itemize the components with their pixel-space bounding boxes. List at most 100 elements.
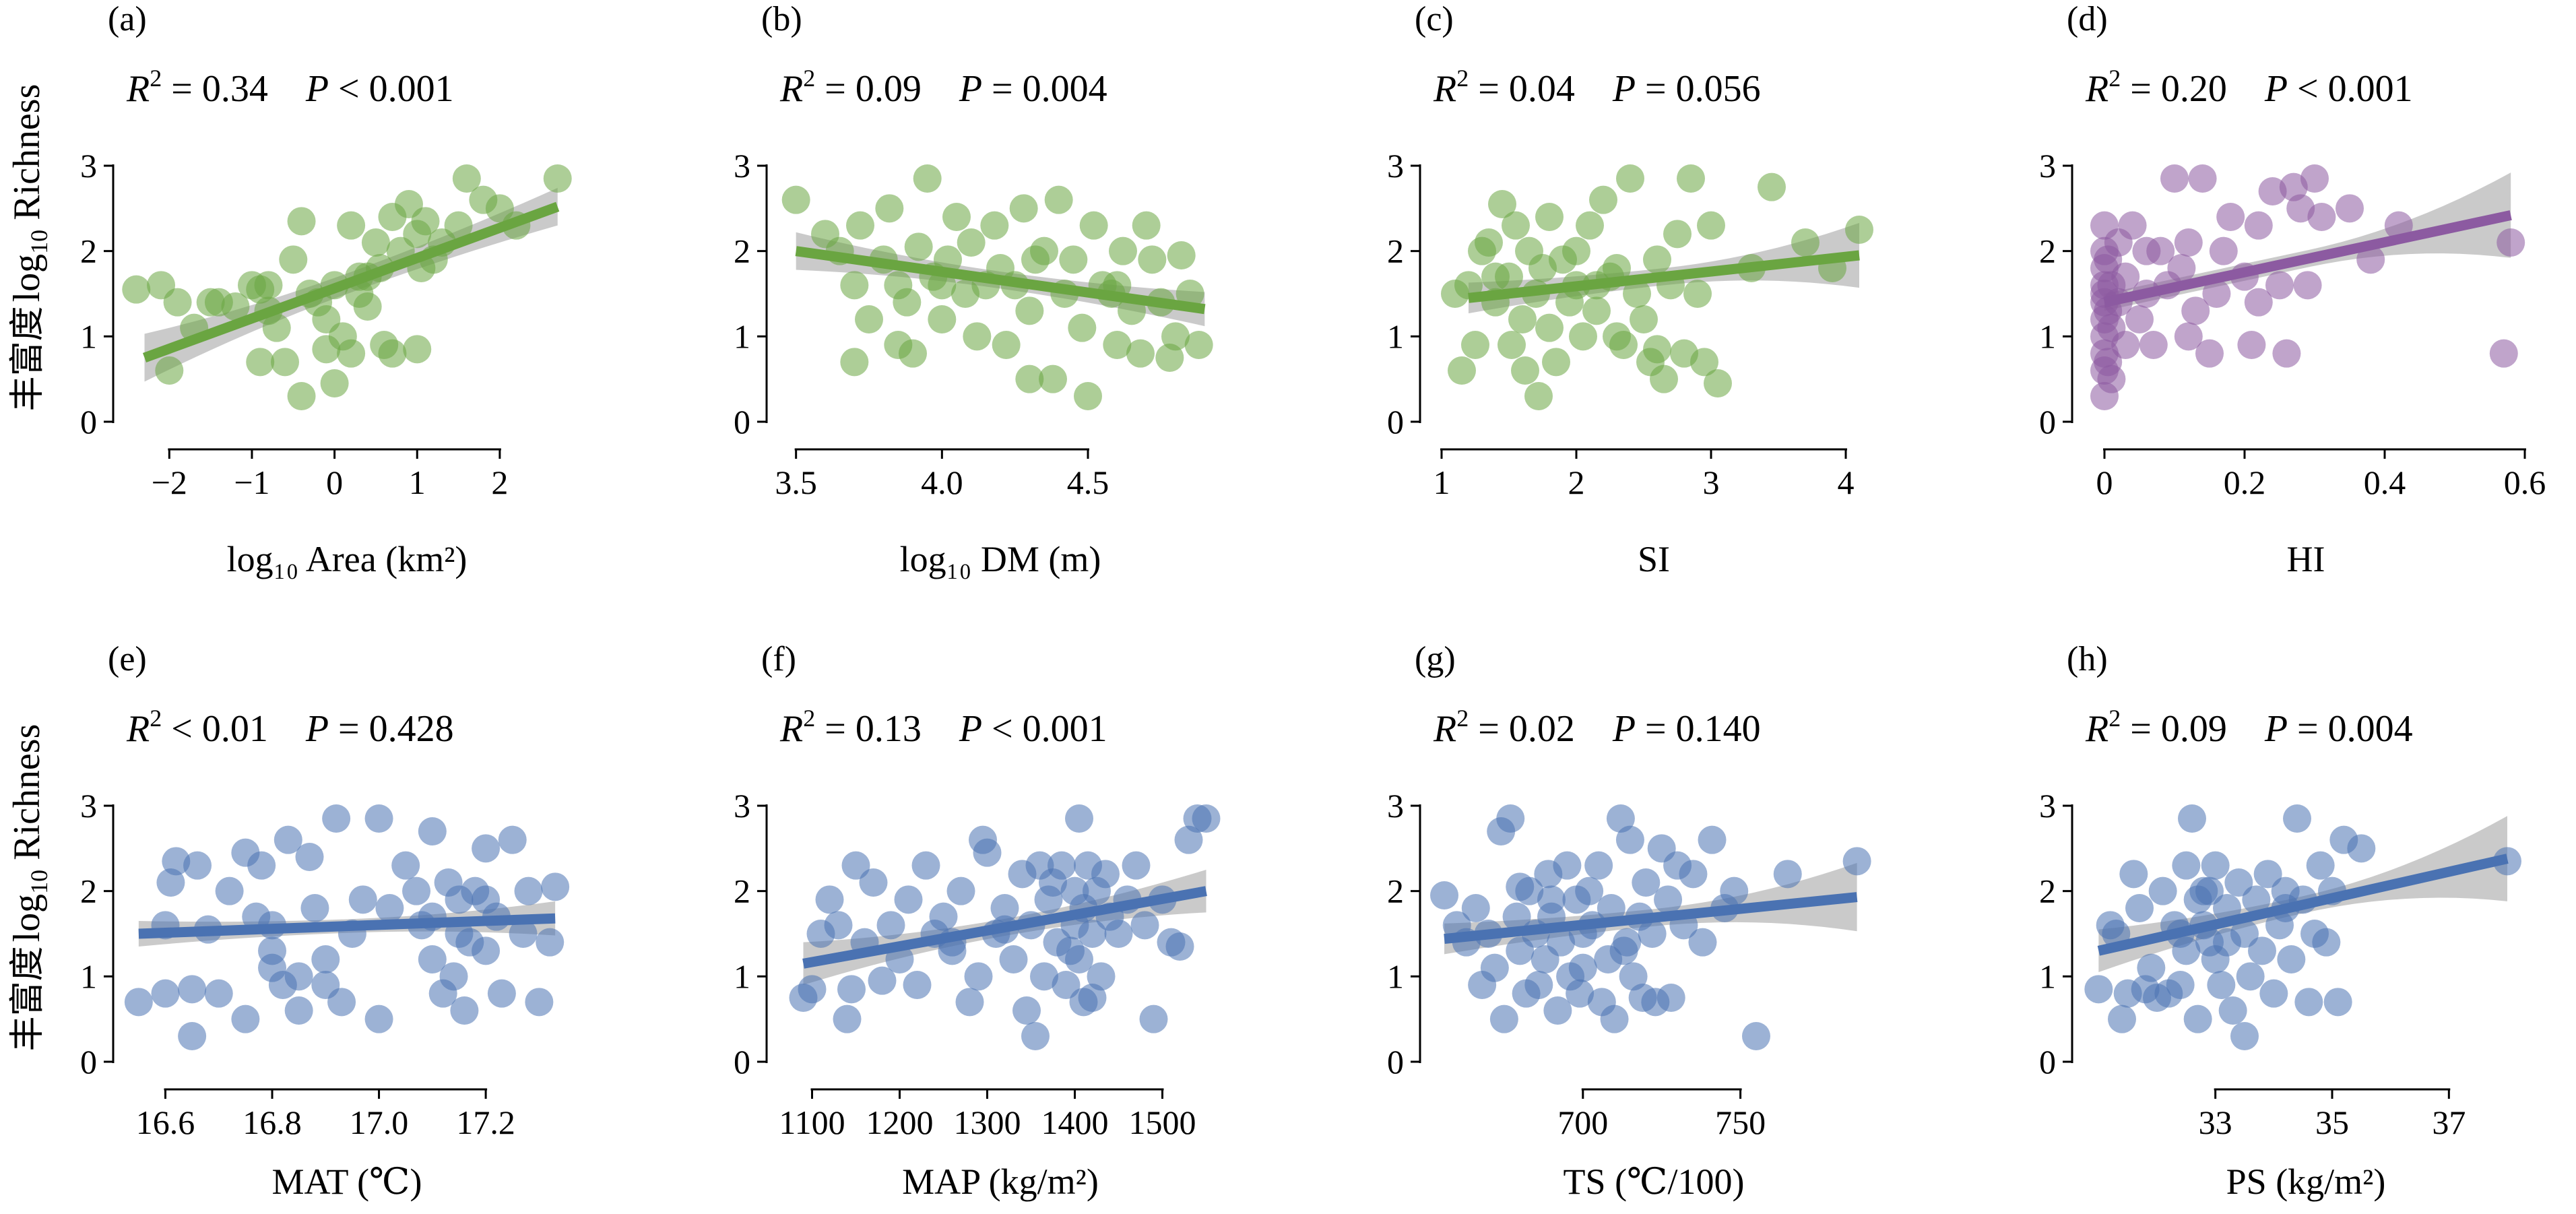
data-point: [418, 817, 447, 845]
y-tick-label: 0: [80, 403, 97, 441]
x-axis-label: SI: [1638, 539, 1670, 579]
data-point: [928, 271, 957, 300]
data-point: [1130, 911, 1159, 940]
data-point: [322, 804, 351, 833]
data-point: [2253, 860, 2282, 889]
y-axis-label-text: 丰富度log10 Richness: [6, 84, 53, 412]
regression-line: [1468, 250, 1860, 303]
data-point: [876, 911, 905, 940]
data-point: [444, 211, 473, 240]
regression-line: [2103, 210, 2512, 308]
data-point: [2489, 339, 2518, 368]
data-point: [833, 1004, 862, 1033]
data-point: [2125, 305, 2154, 333]
data-point: [1589, 185, 1617, 214]
data-point: [1842, 847, 1871, 876]
data-point: [1677, 164, 1705, 193]
data-point: [1623, 280, 1651, 308]
data-point: [2259, 979, 2288, 1008]
data-point: [1603, 254, 1631, 282]
data-point: [2097, 364, 2126, 393]
data-point: [536, 928, 565, 957]
y-tick-label: 2: [80, 232, 97, 270]
data-point: [295, 843, 324, 871]
data-point: [980, 211, 1009, 240]
data-point: [391, 851, 420, 880]
data-point: [1511, 356, 1539, 385]
data-point: [162, 847, 191, 876]
data-point: [1481, 262, 1510, 291]
data-point: [2242, 885, 2271, 914]
data-point: [1562, 236, 1590, 265]
data-point: [1773, 860, 1802, 889]
scatter-points: [1441, 164, 1873, 410]
regression-line: [142, 201, 560, 363]
x-tick-label: 17.0: [350, 1104, 409, 1141]
data-point: [1613, 928, 1642, 957]
x-tick-label: 17.2: [456, 1104, 515, 1141]
data-point: [418, 945, 447, 973]
data-point: [509, 920, 538, 948]
y-tick-label: 2: [734, 232, 750, 270]
data-point: [2277, 945, 2306, 973]
data-point: [2137, 953, 2166, 982]
data-point: [2125, 894, 2154, 922]
x-tick-label: 4: [1838, 464, 1855, 501]
y-tick-label: 2: [2039, 872, 2056, 910]
data-point: [2183, 1004, 2212, 1033]
data-point: [348, 885, 377, 914]
data-point: [1044, 185, 1073, 214]
data-point: [837, 975, 866, 1004]
y-tick-label: 2: [1387, 872, 1404, 910]
data-point: [1566, 979, 1595, 1008]
data-point: [258, 953, 287, 982]
data-point: [963, 322, 992, 351]
data-point: [1584, 851, 1613, 880]
data-point: [403, 335, 432, 364]
data-point: [1078, 984, 1107, 1012]
data-point: [1698, 825, 1727, 854]
data-point: [2258, 177, 2287, 205]
data-point: [893, 288, 922, 317]
panel-b: (b) 0 1 2 3 3.5 4.0 4.5 log₁₀ DM (m) R2 = 0.09 P …: [734, 0, 1213, 579]
data-point: [1039, 364, 1067, 393]
data-point: [1052, 971, 1081, 999]
y-tick-label: 0: [734, 403, 750, 441]
y-tick-label: 3: [1387, 147, 1404, 185]
data-point: [942, 203, 971, 231]
data-point: [514, 876, 543, 905]
data-point: [1030, 962, 1058, 991]
data-point: [2209, 236, 2238, 265]
x-tick-label: 16.6: [136, 1104, 195, 1141]
data-point: [1524, 971, 1553, 999]
data-point: [2224, 868, 2253, 897]
data-point: [183, 851, 212, 880]
x-tick-label: 0.2: [2224, 464, 2266, 501]
data-point: [2188, 164, 2217, 193]
data-point: [1496, 804, 1525, 833]
data-point: [273, 825, 302, 854]
data-point: [1582, 296, 1611, 325]
panel-e: (e) 0 1 2 3 16.6 16.8 17.0 17.2 MAT (℃) R2 < 0.01 …: [80, 640, 570, 1202]
data-point: [841, 851, 870, 880]
data-point: [1615, 825, 1644, 854]
data-point: [1643, 245, 1671, 274]
data-point: [411, 207, 440, 236]
data-point: [543, 164, 572, 193]
stats-annotation: R2 = 0.09 P = 0.004: [779, 65, 1107, 110]
data-point: [1502, 902, 1531, 931]
data-point: [156, 868, 185, 897]
data-point: [1087, 962, 1116, 991]
data-point: [1139, 1004, 1168, 1033]
x-tick-label: 0: [326, 464, 343, 501]
data-point: [487, 979, 516, 1008]
data-point: [2111, 331, 2140, 359]
x-tick-label: 35: [2315, 1104, 2349, 1141]
scatter-points: [781, 164, 1213, 410]
y-tick-label: 3: [734, 147, 750, 185]
x-tick-label: 4.0: [921, 464, 963, 501]
y-tick-label: 2: [1387, 232, 1404, 270]
data-point: [364, 1004, 393, 1033]
data-point: [1690, 348, 1718, 377]
data-point: [928, 305, 957, 333]
